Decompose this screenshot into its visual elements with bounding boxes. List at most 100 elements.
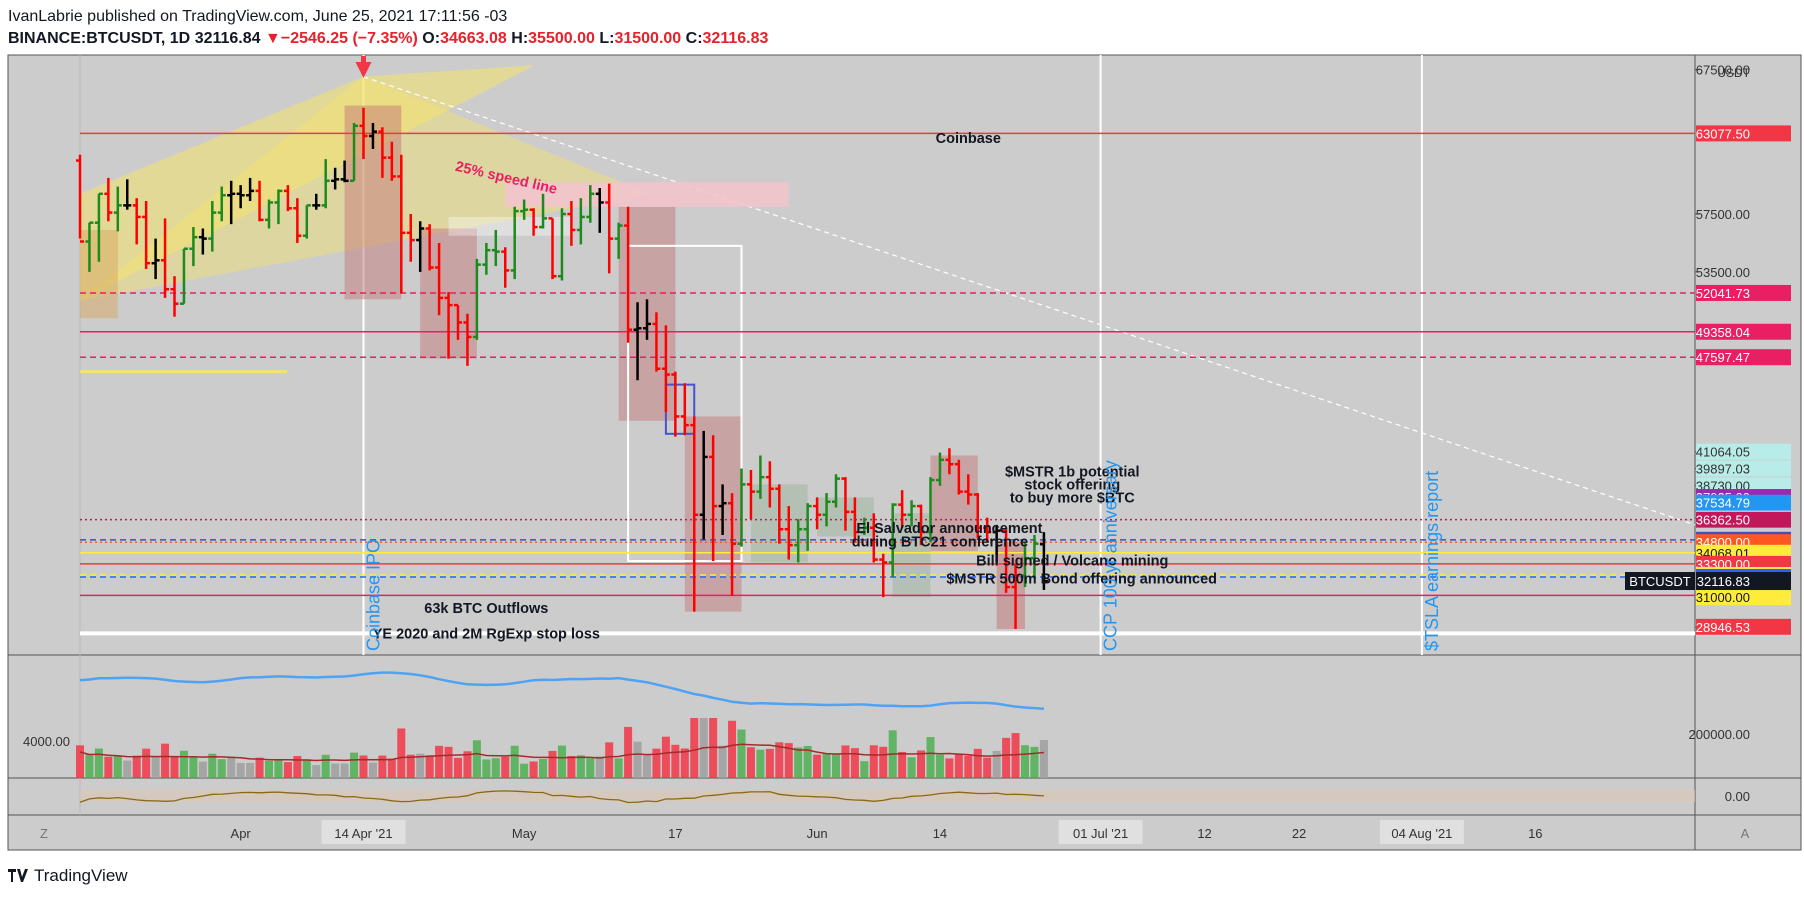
volume-bar — [964, 755, 973, 778]
ohlc-bar — [643, 299, 651, 340]
time-tick: Apr — [231, 826, 252, 841]
volume-bar — [387, 758, 396, 778]
ohlc-bar — [822, 493, 831, 527]
ohlc-bar — [680, 383, 689, 436]
volume-bar — [671, 744, 680, 778]
volume-bar — [879, 746, 888, 778]
ohlc-bar — [472, 258, 481, 340]
ohlc-bar — [803, 503, 812, 551]
price-change: −2546.25 (−7.35%) — [280, 30, 418, 47]
ohlc-bar — [784, 506, 793, 560]
ohlc-bar — [85, 221, 94, 272]
ohlc-bar — [331, 167, 340, 190]
ohlc-bar — [491, 229, 500, 267]
ohlc-bar — [161, 218, 170, 298]
price-tick: 53500.00 — [1695, 265, 1750, 280]
ohlc-bar — [954, 459, 963, 495]
time-tick: 14 — [933, 826, 947, 841]
volume-bar — [283, 762, 292, 778]
ohlc-bar — [850, 497, 859, 543]
high-label: H: — [511, 30, 529, 47]
svg-text:49358.04: 49358.04 — [1696, 325, 1750, 340]
ohlc-bar — [94, 192, 103, 262]
volume-bar — [765, 748, 774, 778]
volume-bar — [302, 759, 311, 778]
volume-bar — [633, 741, 642, 778]
time-tick-box — [321, 820, 406, 844]
time-tick-box — [1058, 820, 1143, 844]
time-tick: Jun — [807, 826, 828, 841]
ohlc-bar — [1039, 532, 1048, 590]
ohlc-bar — [217, 186, 226, 222]
ohlc-bar — [671, 371, 680, 437]
volume-bar — [265, 760, 273, 778]
ohlc-bar — [359, 107, 368, 160]
volume-bar — [973, 748, 982, 778]
svg-text:37534.79: 37534.79 — [1696, 496, 1750, 511]
price-tick: 67500.00 — [1695, 62, 1750, 77]
volume-bar — [510, 745, 519, 778]
volume-bar — [614, 758, 623, 778]
chart-header: IvanLabrie published on TradingView.com,… — [8, 6, 768, 50]
ohlc-bar — [435, 242, 444, 316]
volume-bar — [94, 748, 103, 778]
ohlc-bar — [728, 493, 737, 596]
ohlc-bar — [973, 493, 982, 538]
volume-bar — [605, 742, 614, 778]
ohlc-bar — [983, 517, 992, 543]
ohlc-bar — [614, 222, 623, 259]
ohlc-bar — [869, 513, 878, 563]
ohlc-bar — [624, 206, 633, 343]
ohlc-bar — [737, 468, 746, 547]
time-tick: 17 — [668, 826, 682, 841]
indicator-line — [79, 671, 1044, 711]
price-tick-label: 53500.00 — [1696, 265, 1750, 280]
close-value: 32116.83 — [702, 30, 769, 47]
open-label: O: — [422, 30, 441, 47]
ohlc-bar — [265, 199, 273, 229]
current-price-tag — [1696, 572, 1791, 591]
tradingview-brand: TradingView — [34, 866, 128, 885]
volume-bar — [737, 729, 746, 778]
ohlc-bar — [151, 238, 160, 280]
volume-bar — [161, 743, 170, 778]
chart-annotation: YE 2020 and 2M RgExp stop loss — [373, 626, 600, 642]
volume-bar — [170, 756, 179, 778]
event-label: CCP 100 yr anniversary — [1101, 460, 1121, 651]
volume-bar — [406, 754, 415, 778]
time-tick: 14 Apr '21 — [334, 826, 392, 841]
volume-bar — [425, 755, 434, 778]
ohlc-bar — [926, 477, 935, 543]
low-value: 31500.00 — [614, 30, 682, 47]
ohlc-bar — [699, 430, 708, 540]
volume-bar — [1021, 745, 1029, 778]
ohlc-bar — [633, 302, 642, 381]
volume-bar — [548, 750, 557, 778]
svg-text:36362.50: 36362.50 — [1696, 513, 1750, 528]
ohlc-bar — [76, 154, 84, 243]
svg-text:63077.50: 63077.50 — [1696, 126, 1750, 141]
volume-bar — [85, 754, 94, 778]
symbol-line: BINANCE:BTCUSDT, 1D 32116.84 ▼−2546.25 (… — [8, 28, 768, 50]
oscillator-tick: 0.00 — [1725, 789, 1750, 804]
volume-bar — [803, 745, 812, 778]
volume-bar — [1002, 737, 1011, 778]
volume-bar — [661, 736, 670, 778]
ohlc-bar — [302, 204, 311, 239]
volume-bar — [1039, 739, 1048, 778]
ohlc-bar — [198, 228, 207, 255]
ohlc-bar — [775, 484, 784, 544]
ohlc-bar — [208, 201, 217, 252]
time-tick: 12 — [1197, 826, 1211, 841]
symbol-tag-label: BTCUSDT — [1629, 574, 1690, 589]
volume-bar — [123, 760, 132, 778]
chart-annotation: $MSTR 500m Bond offering announced — [946, 571, 1217, 587]
volume-bar — [926, 737, 935, 778]
event-label: Coinbase IPO — [364, 539, 384, 651]
volume-bar — [340, 763, 349, 778]
ohlc-bar — [246, 177, 255, 202]
volume-bar — [378, 755, 387, 778]
price-tick: 57500.00 — [1695, 207, 1750, 222]
price-level-label: 49358.04 — [1696, 323, 1791, 340]
